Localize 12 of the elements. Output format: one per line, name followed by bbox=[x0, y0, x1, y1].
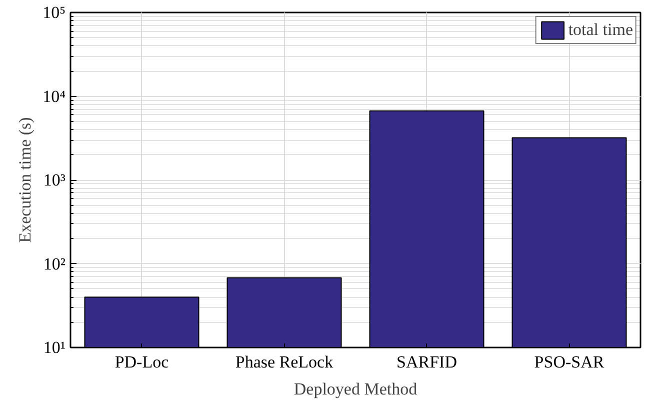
y-axis-title: Execution time (s) bbox=[16, 117, 35, 243]
x-tick-label: PD-Loc bbox=[114, 352, 170, 372]
y-tick-label: 10⁴ bbox=[42, 86, 66, 106]
y-tick-label: 10⁵ bbox=[42, 3, 66, 22]
y-tick-label: 10¹ bbox=[43, 338, 66, 357]
legend-label: total time bbox=[568, 20, 633, 40]
x-tick-label: SARFID bbox=[396, 352, 457, 372]
y-tick-label: 10² bbox=[43, 254, 66, 274]
x-tick-label: Phase ReLock bbox=[235, 352, 334, 372]
x-axis-title: Deployed Method bbox=[294, 380, 418, 398]
x-tick-label: PSO-SAR bbox=[534, 352, 605, 372]
y-tick-label: 10³ bbox=[43, 170, 66, 190]
